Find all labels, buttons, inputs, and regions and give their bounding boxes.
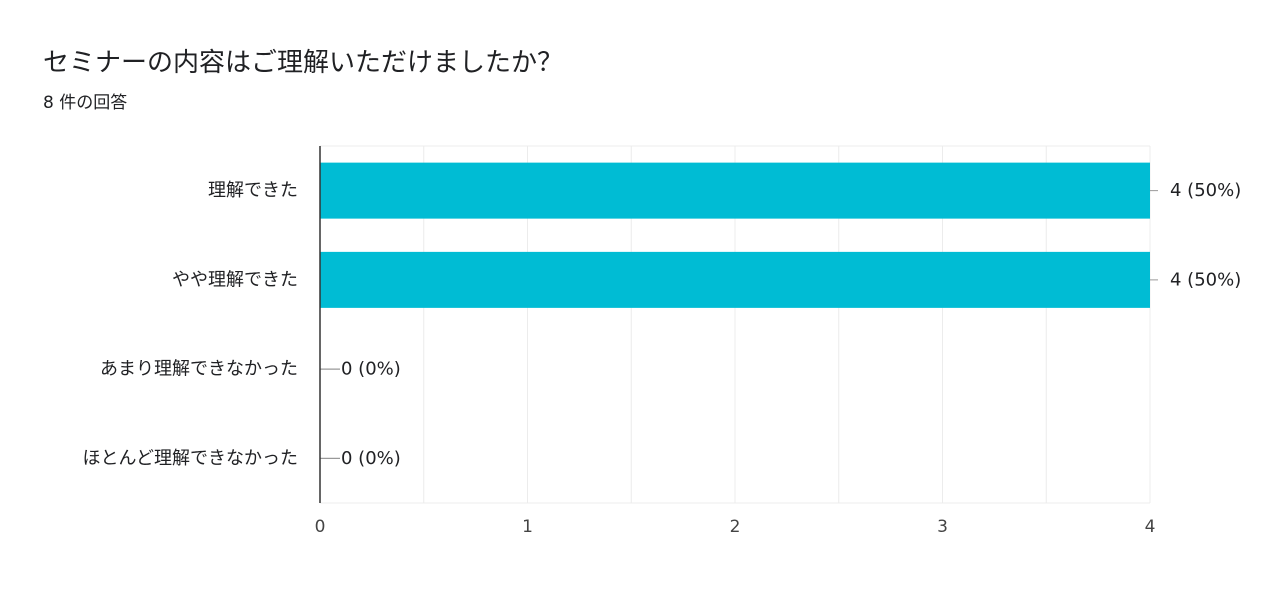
x-tick-label: 2: [730, 517, 741, 537]
x-tick-label: 3: [937, 517, 948, 537]
response-count: 8 件の回答: [43, 93, 128, 113]
chart-title: セミナーの内容はご理解いただけましたか？: [43, 48, 564, 78]
x-tick-label: 4: [1145, 517, 1156, 537]
data-label: 0 (0%): [341, 359, 401, 380]
bar[interactable]: [320, 251, 1150, 308]
bar[interactable]: [320, 162, 1150, 219]
category-label: 理解できた: [208, 180, 298, 201]
category-label: あまり理解できなかった: [100, 359, 298, 380]
x-tick-label: 0: [315, 517, 326, 537]
category-label: ほとんど理解できなかった: [83, 448, 298, 469]
x-tick-label: 1: [522, 517, 533, 537]
data-label: 4 (50%): [1170, 180, 1241, 201]
data-label: 4 (50%): [1170, 269, 1241, 290]
category-label: やや理解できた: [172, 269, 298, 290]
data-label: 0 (0%): [341, 448, 401, 469]
